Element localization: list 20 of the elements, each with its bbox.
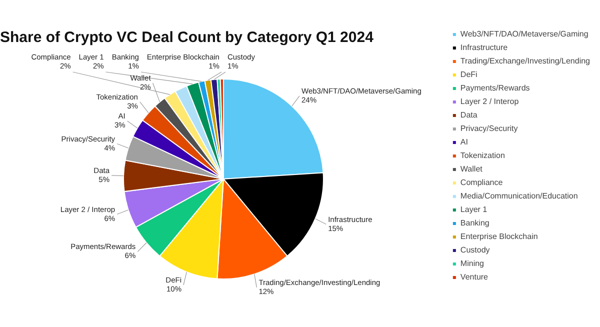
legend-label: Mining <box>460 259 484 268</box>
legend-label: Venture <box>460 272 489 282</box>
legend-label: AI <box>460 138 468 147</box>
legend-label: Enterprise Blockchain <box>460 232 538 242</box>
legend-label: Tokenization <box>460 151 505 160</box>
legend-label: Web3/NFT/DAO/Metaverse/Gaming <box>460 30 588 39</box>
legend-label: Custody <box>460 246 490 255</box>
legend-label: Trading/Exchange/Investing/Lending <box>460 56 590 66</box>
legend-label: Layer 1 <box>460 205 488 214</box>
legend-label: Payments/Rewards <box>460 84 530 93</box>
legend-label: Wallet <box>460 164 484 174</box>
legend-label: Media/Communication/Education <box>460 192 578 201</box>
legend-label: Privacy/Security <box>460 124 518 134</box>
legend-label: Data <box>460 110 478 120</box>
legend-label: DeFi <box>460 70 478 80</box>
legend-label: Banking <box>460 218 490 228</box>
legend-label: Compliance <box>460 178 504 188</box>
legend-label: Layer 2 / Interop <box>460 97 520 106</box>
chart-title: Share of Crypto VC Deal Count by Category Q1 2024 <box>0 29 374 46</box>
legend-label: Infrastructure <box>460 43 508 52</box>
